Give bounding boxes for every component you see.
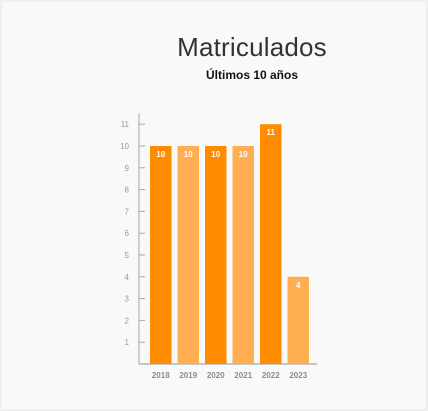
x-axis: 2018 2019 2020 2021 2022 2023: [139, 363, 317, 380]
y-tick-label: 1: [125, 338, 130, 347]
bar-2019: [177, 146, 199, 364]
bar-2023: [287, 276, 309, 364]
y-tick-label: 5: [125, 251, 130, 260]
y-tick-label: 11: [121, 120, 130, 129]
x-tick-label-2018: 2018: [152, 371, 170, 380]
bar-2018: [150, 146, 172, 364]
bars: 10 10 10 10 11 4: [150, 124, 309, 364]
bar-2021: [232, 146, 254, 364]
chart-title: Matriculados: [177, 32, 327, 62]
y-tick-label: 4: [125, 273, 130, 282]
x-tick-label-2020: 2020: [207, 371, 225, 380]
chart-subtitle: Últimos 10 años: [205, 68, 299, 82]
data-label-2019: 10: [184, 150, 193, 159]
y-tick-label: 3: [125, 295, 130, 304]
data-label-2020: 10: [211, 150, 220, 159]
bar-2020: [205, 146, 227, 364]
data-label-2018: 10: [156, 150, 165, 159]
x-tick-label-2021: 2021: [234, 371, 252, 380]
x-tick-label-2023: 2023: [289, 371, 307, 380]
bar-2022: [260, 124, 282, 364]
data-label-2023: 4: [296, 281, 301, 290]
y-tick-label: 7: [125, 207, 130, 216]
x-tick-label-2022: 2022: [262, 371, 280, 380]
data-label-2022: 11: [267, 128, 276, 137]
y-axis: 1 2 3 4 5 6 7 8 9 10 11: [120, 113, 145, 364]
x-tick-label-2019: 2019: [179, 371, 197, 380]
y-tick-label: 10: [120, 142, 129, 151]
y-tick-label: 6: [125, 229, 130, 238]
y-tick-label: 2: [125, 316, 130, 325]
y-tick-label: 8: [125, 186, 130, 195]
y-tick-label: 9: [125, 164, 130, 173]
data-label-2021: 10: [239, 150, 248, 159]
